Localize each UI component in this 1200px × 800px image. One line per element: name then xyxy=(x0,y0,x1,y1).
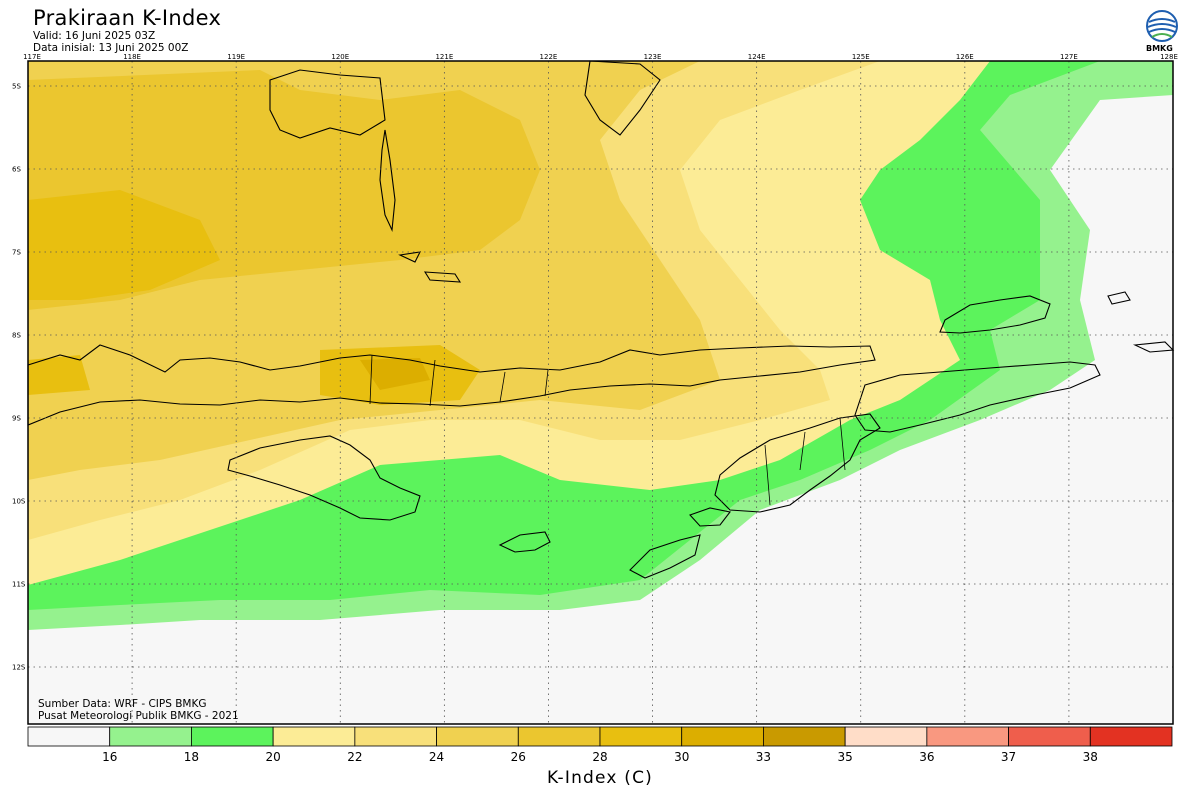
k-index-field xyxy=(28,61,1173,724)
latitude-label: 10S xyxy=(12,498,26,506)
bmkg-logo xyxy=(1146,10,1178,42)
longitude-label: 123E xyxy=(644,53,662,61)
colorbar-segment xyxy=(681,726,764,747)
longitude-label: 128E xyxy=(1160,53,1178,61)
longitude-label: 121E xyxy=(435,53,453,61)
colorbar-tick-label: 36 xyxy=(919,750,934,764)
latitude-label: 6S xyxy=(12,166,21,174)
colorbar-tick-label: 16 xyxy=(102,750,117,764)
colorbar-tick-label: 30 xyxy=(674,750,689,764)
colorbar-segment xyxy=(27,726,111,747)
colorbar-tick-label: 33 xyxy=(756,750,771,764)
latitude-label: 5S xyxy=(12,83,21,91)
latitude-label: 7S xyxy=(12,249,21,257)
init-time: Data inisial: 13 Juni 2025 00Z xyxy=(33,42,189,54)
colorbar xyxy=(27,726,1173,747)
colorbar-tick-label: 35 xyxy=(838,750,853,764)
latitude-label: 9S xyxy=(12,415,21,423)
colorbar-segment xyxy=(1089,726,1173,747)
colorbar-segment xyxy=(844,726,928,747)
colorbar-tick-label: 38 xyxy=(1083,750,1098,764)
longitude-label: 119E xyxy=(227,53,245,61)
colorbar-segment xyxy=(272,726,356,747)
colorbar-segment xyxy=(191,726,274,747)
colorbar-segment xyxy=(1008,726,1091,747)
map-frame xyxy=(27,60,1174,725)
data-source: Sumber Data: WRF - CIPS BMKG xyxy=(38,698,207,710)
colorbar-tick-label: 37 xyxy=(1001,750,1016,764)
coastlines xyxy=(27,60,1175,579)
latitude-label: 12S xyxy=(12,664,26,672)
latitude-label: 11S xyxy=(12,581,26,589)
colorbar-tick-label: 24 xyxy=(429,750,444,764)
colorbar-tick-label: 18 xyxy=(184,750,199,764)
colorbar-segment xyxy=(354,726,437,747)
colorbar-title: K-Index (C) xyxy=(546,768,654,788)
longitude-label: 127E xyxy=(1060,53,1078,61)
graticule xyxy=(28,61,1173,724)
longitude-label: 122E xyxy=(540,53,558,61)
longitude-label: 120E xyxy=(331,53,349,61)
colorbar-tick-label: 22 xyxy=(347,750,362,764)
province-borders xyxy=(369,354,846,506)
organization: Pusat Meteorologi Publik BMKG - 2021 xyxy=(38,710,239,722)
latitude-label: 8S xyxy=(12,332,21,340)
colorbar-segment xyxy=(109,726,192,747)
map-title: Prakiraan K-Index xyxy=(33,6,222,30)
bmkg-logo-text: BMKG xyxy=(1146,44,1173,53)
colorbar-segment xyxy=(599,726,683,747)
colorbar-segment xyxy=(926,726,1009,747)
longitude-label: 118E xyxy=(123,53,141,61)
colorbar-tick-label: 20 xyxy=(266,750,281,764)
longitude-label: 117E xyxy=(23,53,41,61)
colorbar-segment xyxy=(517,726,601,747)
colorbar-tick-label: 26 xyxy=(511,750,526,764)
longitude-label: 125E xyxy=(852,53,870,61)
colorbar-segment xyxy=(436,726,519,747)
valid-time: Valid: 16 Juni 2025 03Z xyxy=(33,30,156,42)
longitude-label: 126E xyxy=(956,53,974,61)
longitude-label: 124E xyxy=(748,53,766,61)
colorbar-segment xyxy=(763,726,846,747)
colorbar-tick-label: 28 xyxy=(592,750,607,764)
